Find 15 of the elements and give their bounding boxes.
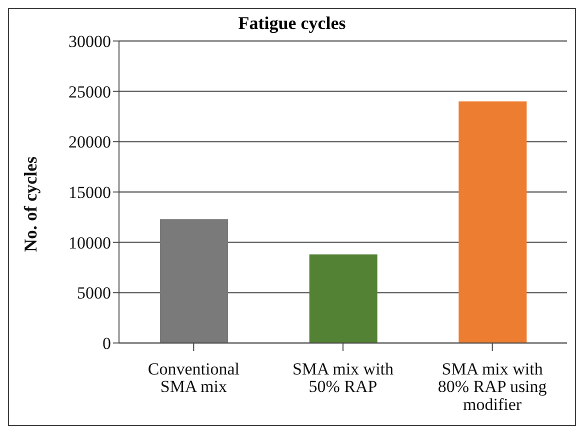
y-tick-label: 25000: [68, 82, 111, 102]
y-tick-label: 5000: [77, 284, 111, 303]
y-tick-label: 15000: [68, 183, 111, 202]
y-tick-label: 20000: [68, 132, 111, 152]
x-tick-label: SMA mix with 50% RAP: [292, 359, 394, 396]
y-tick-label: 0: [102, 334, 111, 354]
y-axis-title: No. of cycles: [20, 156, 40, 252]
bar: [458, 101, 527, 343]
x-tick-label: SMA mix with 80% RAP using modifier: [438, 359, 548, 414]
y-tick-label: 30000: [68, 32, 111, 52]
x-tick-label: Conventional SMA mix: [148, 359, 240, 396]
bar: [309, 254, 378, 343]
chart-title: Fatigue cycles: [238, 13, 346, 33]
y-tick-label: 10000: [68, 233, 111, 252]
bar: [160, 219, 228, 343]
